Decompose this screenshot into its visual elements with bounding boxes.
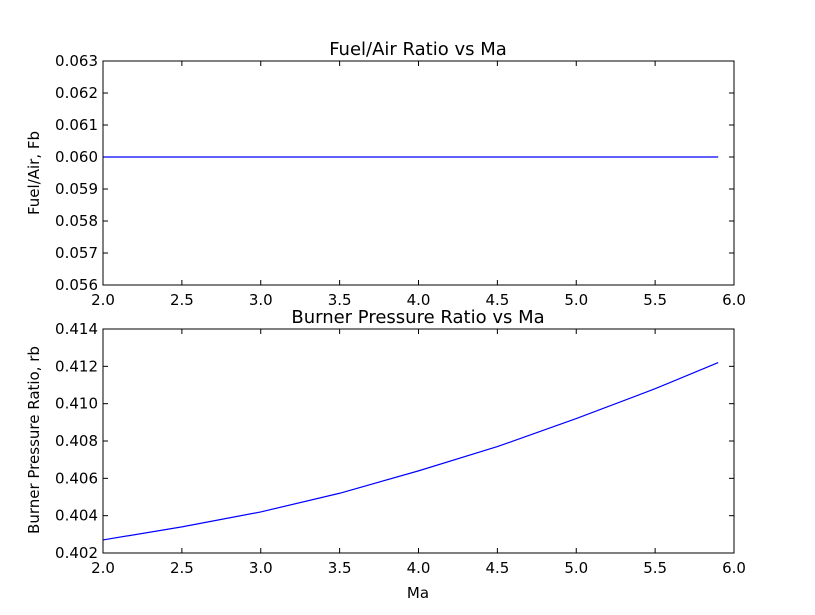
fuel-air-y-tick-label: 0.062: [55, 84, 98, 102]
fuel-air-x-tick-label: 6.0: [722, 291, 746, 309]
fuel-air-x-tick-label: 2.0: [91, 291, 115, 309]
fuel-air-x-tick-label: 2.5: [170, 291, 194, 309]
burner-pressure-x-tick-label: 6.0: [722, 559, 746, 577]
burner-pressure-x-tick-label: 5.5: [643, 559, 667, 577]
burner-pressure-x-tick-label: 3.0: [249, 559, 273, 577]
burner-pressure-y-tick-label: 0.406: [55, 469, 98, 487]
fuel-air-y-tick-label: 0.058: [55, 212, 98, 230]
fuel-air-x-tick-label: 3.0: [249, 291, 273, 309]
burner-pressure-x-axis-label: Ma: [407, 584, 429, 602]
fuel-air-x-tick-label: 4.0: [407, 291, 431, 309]
burner-pressure-x-tick-label: 4.5: [485, 559, 509, 577]
burner-pressure-y-tick-label: 0.408: [55, 432, 98, 450]
burner-pressure-y-tick-label: 0.404: [55, 507, 98, 525]
fuel-air-chart: Fuel/Air Ratio vs Ma Fuel/Air, Fb 2.0 2.5…: [25, 39, 746, 309]
fuel-air-y-tick-label: 0.063: [55, 52, 98, 70]
fuel-air-y-tick-label: 0.060: [55, 148, 98, 166]
burner-pressure-y-tick-label: 0.402: [55, 544, 98, 562]
burner-pressure-x-tick-label: 4.0: [407, 559, 431, 577]
burner-pressure-y-tick-label: 0.414: [55, 320, 98, 338]
burner-pressure-x-tick-label: 5.0: [564, 559, 588, 577]
fuel-air-x-tick-label: 3.5: [328, 291, 352, 309]
burner-pressure-x-tick-label: 2.0: [91, 559, 115, 577]
burner-pressure-x-tick-label: 2.5: [170, 559, 194, 577]
fuel-air-y-tick-label: 0.056: [55, 276, 98, 294]
fuel-air-x-tick-label: 5.5: [643, 291, 667, 309]
burner-pressure-ticks: 2.0 2.5 3.0 3.5 4.0 4.5 5.0 5.5 6.0 0.402 0.404 0.4…: [55, 320, 746, 577]
fuel-air-plot-frame: [102, 60, 735, 286]
fuel-air-ticks: 2.0 2.5 3.0 3.5 4.0 4.5 5.0 5.5 6.0 0.056 0.057 0.0…: [55, 52, 746, 309]
burner-pressure-y-tick-label: 0.410: [55, 395, 98, 413]
fuel-air-y-axis-label: Fuel/Air, Fb: [25, 131, 43, 215]
burner-pressure-chart-title: Burner Pressure Ratio vs Ma: [291, 307, 544, 328]
burner-pressure-y-tick-label: 0.412: [55, 357, 98, 375]
fuel-air-chart-title: Fuel/Air Ratio vs Ma: [329, 39, 507, 60]
burner-pressure-series-line: [102, 362, 719, 541]
fuel-air-y-tick-label: 0.059: [55, 180, 98, 198]
fuel-air-y-tick-label: 0.057: [55, 244, 98, 262]
fuel-air-x-tick-label: 5.0: [564, 291, 588, 309]
fuel-air-x-tick-label: 4.5: [485, 291, 509, 309]
burner-pressure-x-tick-label: 3.5: [328, 559, 352, 577]
burner-pressure-y-axis-label: Burner Pressure Ratio, rb: [25, 346, 43, 534]
burner-pressure-chart: Burner Pressure Ratio vs Ma Burner Press…: [25, 307, 746, 602]
burner-pressure-plot-frame: [102, 328, 735, 554]
burner-pressure-series: [102, 362, 719, 541]
fuel-air-y-tick-label: 0.061: [55, 116, 98, 134]
